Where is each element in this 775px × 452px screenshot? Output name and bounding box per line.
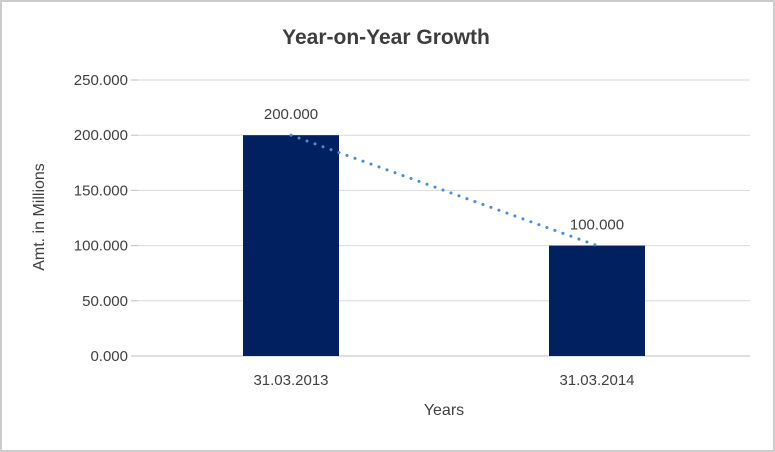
y-axis-title: Amt. in Millions <box>31 163 48 271</box>
x-category-label: 31.03.2014 <box>559 372 634 389</box>
x-axis-title: Years <box>424 402 464 419</box>
y-tick-label: 200.000 <box>74 127 128 144</box>
bar <box>549 245 645 356</box>
bar <box>243 135 339 356</box>
y-tick-label: 100.000 <box>74 238 128 255</box>
x-category-label: 31.03.2013 <box>253 372 328 389</box>
gridlines-layer <box>138 79 750 357</box>
data-label: 100.000 <box>570 217 624 234</box>
bars-layer <box>243 135 645 356</box>
y-tick-label: 0.000 <box>90 348 128 365</box>
y-tick-label: 50.000 <box>82 293 128 310</box>
labels-layer: 0.000 50.000 100.000 150.000 200.000 250.000 2… <box>74 72 635 389</box>
trendline-dotted <box>289 133 599 248</box>
trendline-layer <box>289 133 599 248</box>
data-label: 200.000 <box>264 106 318 123</box>
y-tick-label: 150.000 <box>74 182 128 199</box>
y-tick-label: 250.000 <box>74 72 128 89</box>
axes-layer <box>131 79 750 357</box>
chart-title: Year-on-Year Growth <box>282 26 490 49</box>
